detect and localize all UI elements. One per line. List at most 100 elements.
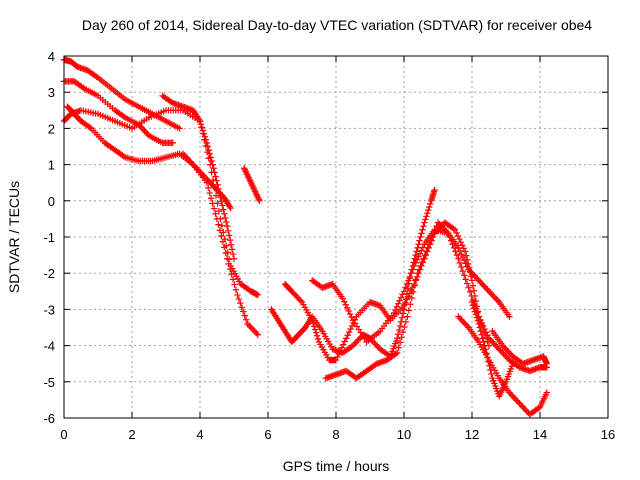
data-point	[339, 295, 346, 302]
data-point	[417, 233, 424, 241]
data-point	[394, 335, 401, 342]
data-point	[410, 288, 417, 296]
data-point	[488, 291, 496, 298]
data-point	[341, 298, 348, 305]
data-point	[310, 323, 318, 330]
data-point	[454, 232, 462, 240]
data-point	[220, 229, 227, 236]
data-point	[461, 257, 468, 264]
data-point	[208, 157, 215, 165]
data-point	[230, 255, 238, 262]
data-point	[216, 189, 223, 196]
x-tick-label: 6	[264, 427, 271, 442]
data-point	[405, 293, 412, 300]
data-point	[219, 238, 227, 245]
x-tick-label: 8	[332, 427, 339, 442]
data-point	[446, 233, 453, 241]
data-point	[458, 316, 465, 323]
data-point	[241, 312, 248, 319]
data-points	[60, 56, 550, 418]
data-point	[447, 237, 455, 244]
series-arc-2	[60, 78, 176, 147]
data-point	[222, 249, 229, 257]
data-point	[461, 272, 468, 279]
data-point	[400, 288, 408, 295]
data-point	[187, 158, 194, 165]
data-point	[519, 403, 526, 410]
data-point	[93, 73, 100, 80]
data-point	[337, 347, 344, 354]
data-point	[494, 297, 501, 304]
data-point	[487, 366, 494, 374]
data-point	[220, 206, 227, 213]
data-point	[468, 277, 476, 284]
data-point	[481, 342, 488, 349]
data-point	[401, 323, 408, 331]
data-point	[205, 184, 212, 192]
data-point	[478, 319, 485, 327]
data-point	[393, 303, 400, 311]
data-point	[469, 302, 477, 309]
data-point	[234, 291, 241, 299]
data-point	[472, 297, 480, 305]
data-point	[394, 300, 402, 307]
data-point	[344, 332, 351, 339]
data-point	[222, 214, 229, 222]
data-point	[309, 320, 317, 327]
data-point	[209, 200, 216, 207]
data-point	[343, 304, 351, 312]
data-point	[142, 129, 150, 136]
data-point	[482, 328, 490, 336]
data-point	[295, 295, 303, 303]
data-point	[210, 205, 218, 212]
data-point	[394, 331, 402, 338]
data-point	[418, 230, 425, 237]
data-point	[292, 292, 300, 300]
data-point	[79, 84, 87, 91]
data-point	[520, 404, 528, 412]
data-point	[472, 311, 480, 318]
data-point	[228, 246, 236, 253]
data-point	[313, 332, 321, 339]
data-point	[482, 346, 489, 353]
data-point	[200, 130, 208, 137]
data-point	[338, 344, 346, 351]
series-arc-13	[468, 298, 516, 400]
data-point	[424, 210, 431, 217]
data-point	[216, 227, 224, 234]
data-point	[204, 143, 211, 150]
data-point	[402, 318, 410, 326]
series-arc-3	[64, 103, 261, 338]
data-point	[449, 241, 456, 248]
data-point	[411, 282, 418, 289]
data-point	[224, 227, 232, 234]
data-point	[414, 270, 421, 277]
x-tick-label: 10	[397, 427, 411, 442]
data-point	[426, 203, 433, 211]
data-point	[221, 244, 228, 251]
data-point	[458, 263, 465, 271]
data-point	[431, 186, 438, 194]
y-tick-label: -2	[43, 266, 55, 281]
series-arc-9	[281, 219, 493, 364]
data-point	[427, 237, 434, 244]
data-point	[355, 336, 363, 343]
data-point	[226, 265, 234, 273]
data-point	[212, 192, 220, 199]
data-point	[470, 287, 478, 294]
data-point	[411, 262, 418, 270]
data-point	[309, 317, 316, 324]
data-point	[244, 320, 251, 328]
data-point	[481, 283, 488, 290]
data-point	[335, 350, 343, 358]
y-tick-label: 3	[48, 85, 55, 100]
data-point	[201, 133, 209, 140]
data-point	[453, 229, 460, 237]
data-point	[412, 251, 419, 259]
data-point	[478, 331, 485, 338]
data-point	[218, 198, 225, 205]
data-point	[459, 242, 466, 249]
data-point	[348, 313, 355, 321]
data-point	[485, 288, 493, 295]
data-point	[491, 294, 499, 301]
